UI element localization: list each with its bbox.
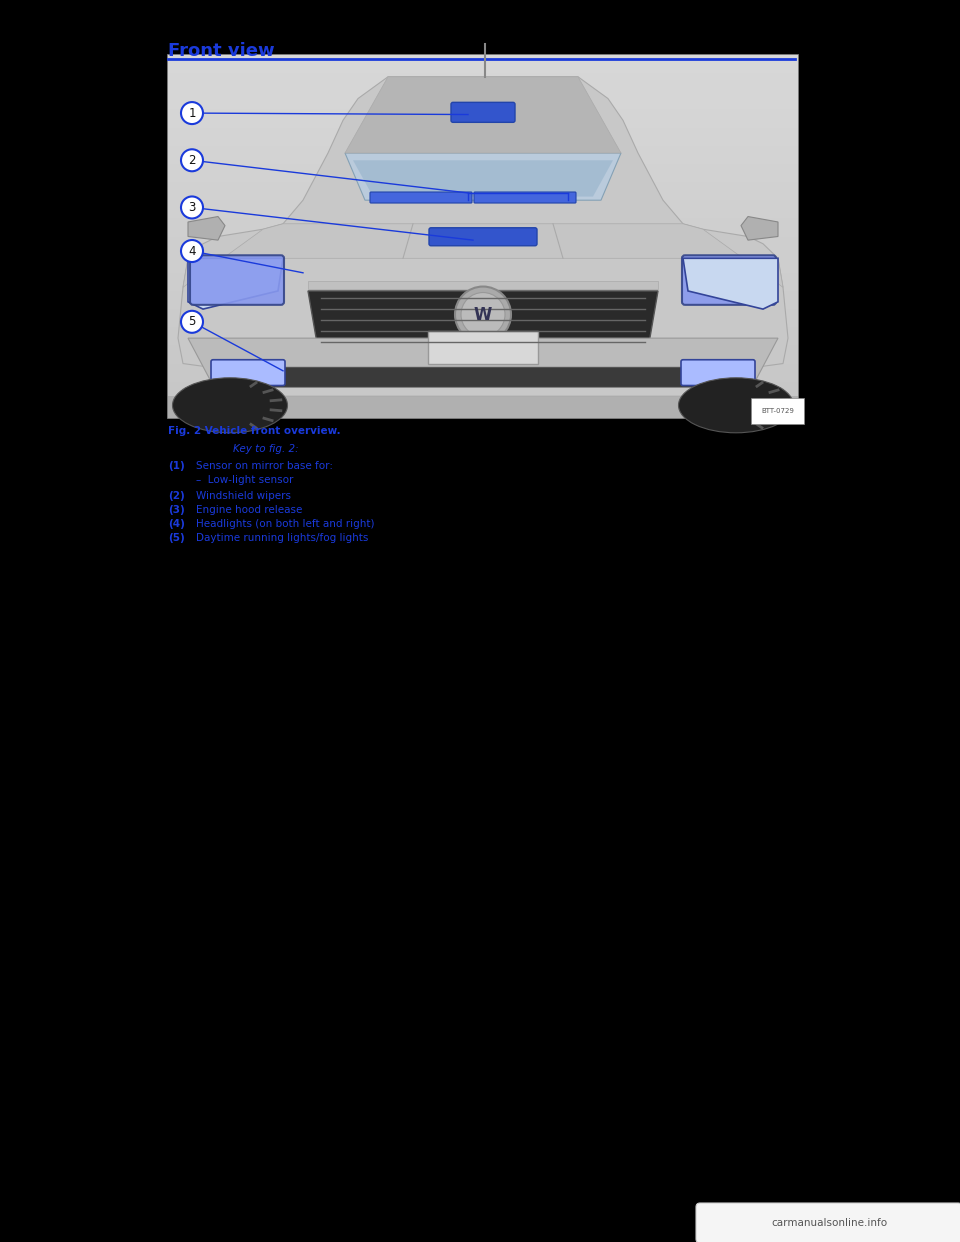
Bar <box>168 55 798 73</box>
Bar <box>168 255 798 273</box>
Bar <box>168 219 798 236</box>
Polygon shape <box>683 258 778 309</box>
Text: (4): (4) <box>168 519 185 529</box>
Text: BTT-0729: BTT-0729 <box>761 409 794 414</box>
Circle shape <box>181 149 203 171</box>
Polygon shape <box>183 224 783 287</box>
Circle shape <box>181 240 203 262</box>
Bar <box>168 92 798 109</box>
Bar <box>168 164 798 183</box>
FancyBboxPatch shape <box>682 256 776 304</box>
Text: Sensor on mirror base for:: Sensor on mirror base for: <box>196 461 333 471</box>
Circle shape <box>461 293 505 337</box>
Bar <box>308 281 658 289</box>
Bar <box>168 128 798 145</box>
Text: Headlights (on both left and right): Headlights (on both left and right) <box>196 519 374 529</box>
Polygon shape <box>213 368 753 388</box>
Bar <box>168 291 798 309</box>
Circle shape <box>181 310 203 333</box>
Bar <box>168 200 798 219</box>
FancyBboxPatch shape <box>696 1203 960 1242</box>
Text: (1): (1) <box>168 461 184 471</box>
Text: –  Low-light sensor: – Low-light sensor <box>196 474 297 484</box>
Text: 1: 1 <box>188 107 196 119</box>
Text: carmanualsonline.info: carmanualsonline.info <box>771 1218 887 1228</box>
Text: 5: 5 <box>188 315 196 328</box>
Circle shape <box>455 287 511 343</box>
Text: 3: 3 <box>188 201 196 214</box>
Bar <box>168 236 798 255</box>
Text: 2: 2 <box>188 154 196 166</box>
Text: (3): (3) <box>168 505 184 515</box>
Polygon shape <box>353 160 613 196</box>
Text: (2): (2) <box>168 491 184 501</box>
Ellipse shape <box>679 378 794 432</box>
Bar <box>168 400 798 419</box>
Polygon shape <box>345 153 621 200</box>
Bar <box>168 396 798 419</box>
Bar <box>168 381 798 400</box>
FancyBboxPatch shape <box>451 102 515 123</box>
Text: Key to fig. 2:: Key to fig. 2: <box>233 443 299 455</box>
Bar <box>168 273 798 291</box>
Bar <box>168 145 798 164</box>
Bar <box>168 55 798 419</box>
Text: (5): (5) <box>168 533 184 543</box>
Bar <box>168 73 798 92</box>
Polygon shape <box>188 216 225 240</box>
Polygon shape <box>178 77 788 396</box>
Bar <box>168 309 798 327</box>
Bar <box>168 345 798 364</box>
Polygon shape <box>345 77 621 153</box>
FancyBboxPatch shape <box>429 227 537 246</box>
Text: Fig. 2 Vehicle front overview.: Fig. 2 Vehicle front overview. <box>168 426 341 436</box>
FancyBboxPatch shape <box>211 360 285 385</box>
Polygon shape <box>188 258 283 309</box>
Text: 4: 4 <box>188 245 196 257</box>
Text: Engine hood release: Engine hood release <box>196 505 302 515</box>
Circle shape <box>181 102 203 124</box>
Polygon shape <box>741 216 778 240</box>
Text: Front view: Front view <box>168 42 275 60</box>
Bar <box>168 183 798 200</box>
FancyBboxPatch shape <box>190 256 284 304</box>
Bar <box>168 109 798 128</box>
FancyBboxPatch shape <box>370 193 472 202</box>
Bar <box>168 327 798 345</box>
Polygon shape <box>188 338 778 385</box>
FancyBboxPatch shape <box>681 360 755 385</box>
FancyBboxPatch shape <box>474 193 576 202</box>
Bar <box>428 330 538 364</box>
Bar <box>168 364 798 381</box>
Text: Daytime running lights/fog lights: Daytime running lights/fog lights <box>196 533 369 543</box>
Text: W: W <box>474 306 492 324</box>
Circle shape <box>181 196 203 219</box>
Polygon shape <box>308 291 658 349</box>
Ellipse shape <box>173 378 287 432</box>
Text: Windshield wipers: Windshield wipers <box>196 491 291 501</box>
